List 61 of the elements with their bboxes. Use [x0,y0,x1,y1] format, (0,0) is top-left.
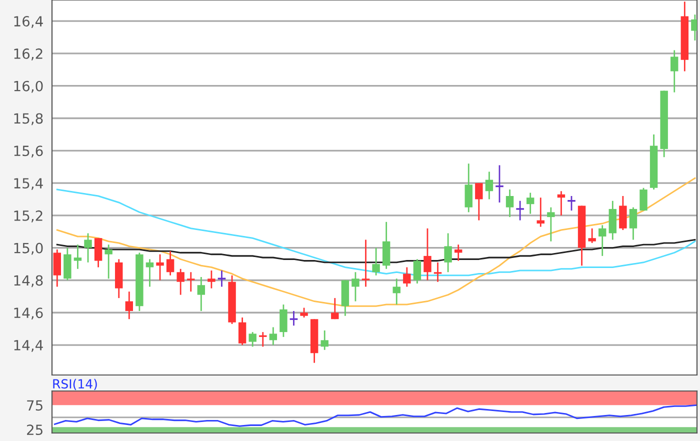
candlestick [670,50,678,94]
candlestick [146,258,154,288]
y-tick-label: 16,0 [14,80,43,93]
y-tick-label: 15,2 [14,210,42,222]
candlestick [352,271,360,302]
candlestick [444,232,452,273]
candlestick [125,290,134,320]
candlestick [485,171,494,200]
candlestick [269,326,278,346]
candlestick [320,330,328,351]
candlestick [331,297,339,320]
candlestick [434,262,442,283]
candlestick [208,270,216,290]
y-tick-label: 15,8 [14,113,43,126]
candlestick [424,228,432,281]
candlestick [248,331,256,348]
candlestick [104,244,112,280]
y-tick-label: 75 [27,400,42,411]
candlestick [74,244,82,270]
candlestick [640,187,648,212]
candlestick [197,276,206,312]
candlestick [53,248,61,288]
y-tick-label: 14,6 [14,308,43,320]
candlestick [280,304,288,338]
y-tick-label: 14,8 [14,275,43,288]
candlestick [454,244,462,262]
candlestick [536,196,544,228]
candlestick [619,195,627,231]
candlestick [187,271,195,292]
candlestick [598,224,606,257]
line-series [56,177,696,307]
candlestick [464,162,472,213]
y-tick-label: 25 [27,424,42,436]
candlestick [156,254,164,281]
y-tick-label: 16,4 [14,16,43,28]
candlestick [629,206,638,240]
candlestick [557,190,566,216]
candlestick [300,307,308,318]
line-series [54,404,697,427]
chart-title: RSI(14) [53,378,97,390]
candlestick [547,206,555,242]
candlestick [166,250,174,276]
candlestick [259,331,267,348]
candlestick [176,268,184,296]
candlestick [413,258,422,284]
candlestick [84,232,92,264]
y-tick-label: 15,0 [14,242,43,255]
candlestick [362,239,370,288]
candlestick [372,247,380,276]
candlestick [526,192,534,215]
candlestick [238,316,246,346]
y-tick-label: 15,6 [14,146,43,158]
candlestick [588,228,596,244]
y-tick-label: 14,4 [14,340,43,352]
y-tick-label: 16,2 [14,48,42,60]
candlestick [94,237,102,268]
candlestick [392,278,400,306]
y-tick-label: 15,4 [14,178,43,190]
candlestick [403,266,411,288]
candlestick [475,182,483,221]
candlestick [506,188,514,218]
